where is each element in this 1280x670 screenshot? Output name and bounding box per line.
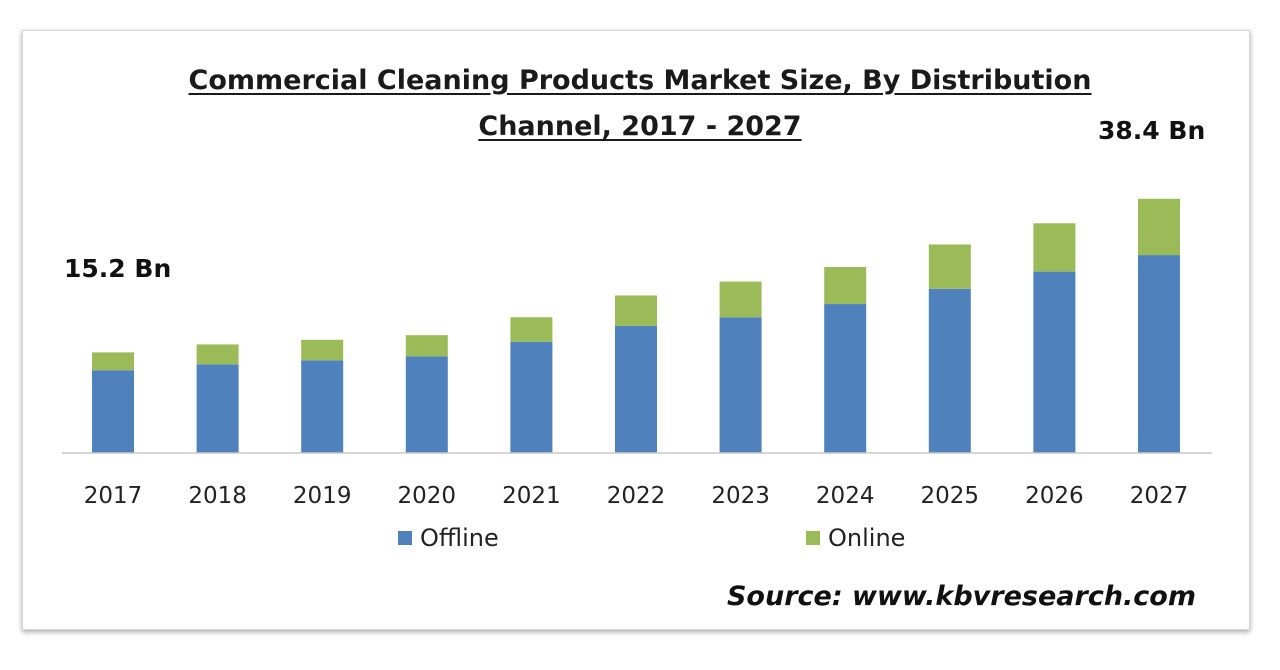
source-credit: Source: www.kbvresearch.com xyxy=(726,581,1196,612)
chart-title-line-1: Commercial Cleaning Products Market Size… xyxy=(188,65,1092,96)
legend-label-online: Online xyxy=(828,524,906,552)
bar-online-2021 xyxy=(510,317,553,342)
x-tick-label-2025: 2025 xyxy=(921,483,980,509)
bar-offline-2027 xyxy=(1138,255,1180,453)
legend-swatch-offline xyxy=(398,531,412,545)
bar-offline-2023 xyxy=(719,317,762,453)
bar-online-2024 xyxy=(824,266,867,305)
bar-offline-2017 xyxy=(92,370,134,453)
x-tick-label-2021: 2021 xyxy=(502,483,561,509)
bar-online-2022 xyxy=(615,295,657,326)
legend-swatch-online xyxy=(806,531,820,545)
bar-offline-2025 xyxy=(928,288,971,453)
bar-offline-2018 xyxy=(196,364,239,453)
x-tick-label-2027: 2027 xyxy=(1130,483,1189,509)
bar-online-2023 xyxy=(719,281,762,318)
x-tick-label-2026: 2026 xyxy=(1025,483,1084,509)
bar-offline-2019 xyxy=(301,360,344,453)
bar-offline-2020 xyxy=(405,356,448,453)
bar-online-2017 xyxy=(92,352,134,371)
bar-online-2025 xyxy=(928,244,971,289)
x-tick-label-2019: 2019 xyxy=(293,483,352,509)
bar-offline-2026 xyxy=(1033,271,1076,453)
x-tick-label-2020: 2020 xyxy=(398,483,457,509)
legend-item-online: Online xyxy=(806,524,905,552)
x-tick-label-2023: 2023 xyxy=(711,483,770,509)
bar-offline-2022 xyxy=(615,325,657,453)
annotation-first-total: 15.2 Bn xyxy=(64,254,172,283)
x-tick-label-2022: 2022 xyxy=(607,483,666,509)
bar-offline-2021 xyxy=(510,341,553,453)
bar-online-2018 xyxy=(196,344,239,365)
bar-offline-2024 xyxy=(824,304,867,453)
x-tick-label-2024: 2024 xyxy=(816,483,875,509)
bar-online-2020 xyxy=(405,335,448,357)
bar-online-2027 xyxy=(1138,198,1180,256)
bar-online-2026 xyxy=(1033,223,1076,272)
x-tick-label-2017: 2017 xyxy=(84,483,143,509)
legend-label-offline: Offline xyxy=(420,524,499,552)
x-tick-label-2018: 2018 xyxy=(188,483,247,509)
annotation-last-total: 38.4 Bn xyxy=(1098,116,1206,145)
legend-item-offline: Offline xyxy=(398,524,499,552)
chart-title-line-2: Channel, 2017 - 2027 xyxy=(478,111,802,142)
chart-title: Commercial Cleaning Products Market Size… xyxy=(40,58,1240,150)
bar-online-2019 xyxy=(301,339,344,361)
